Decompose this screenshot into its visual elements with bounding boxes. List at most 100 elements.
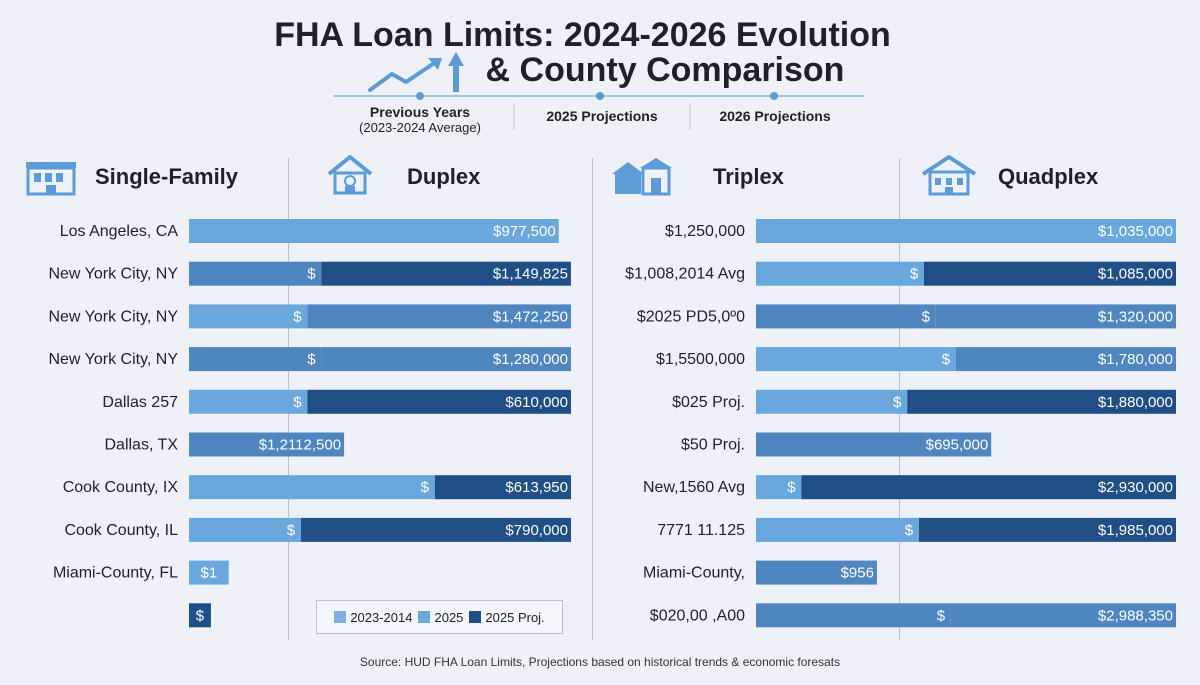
timeline-previous-sub: (2023-2024 Average) bbox=[359, 120, 481, 135]
bar-segment bbox=[950, 603, 1176, 628]
bar-segment bbox=[756, 347, 956, 372]
row-label: New,1560 Avg bbox=[643, 479, 745, 496]
segment-marker-label: $ bbox=[293, 394, 302, 411]
bar-segment bbox=[189, 304, 308, 329]
bar-value-label: $1,149,825 bbox=[493, 266, 568, 283]
bar-value-label: $1,320,000 bbox=[1098, 308, 1173, 325]
bar-segment bbox=[756, 603, 951, 628]
row-label: New York City, NY bbox=[48, 351, 178, 368]
bar-segment bbox=[907, 389, 1176, 414]
timeline-2026-projections: 2026 Projections bbox=[719, 108, 831, 124]
bar-value-label: $1,880,000 bbox=[1098, 394, 1173, 411]
townhouse-icon bbox=[612, 158, 672, 196]
segment-marker-label: $ bbox=[293, 308, 302, 325]
bar-segment bbox=[189, 347, 322, 372]
bar-segment bbox=[955, 347, 1176, 372]
panel-divider bbox=[592, 158, 593, 640]
row-label: 7771 11.125 bbox=[657, 522, 745, 539]
segment-marker-label: $ bbox=[937, 607, 946, 624]
segment-marker-label: $ bbox=[893, 394, 902, 411]
growth-trend-icon bbox=[368, 52, 464, 92]
timeline-2025-projections: 2025 Projections bbox=[546, 108, 658, 124]
row-label: Miami-County, FL bbox=[53, 565, 178, 582]
segment-marker-label: $ bbox=[905, 522, 914, 539]
bar-value-label: $1,2112,500 bbox=[259, 437, 341, 454]
timeline-previous-years: Previous Years (2023-2024 Average) bbox=[334, 104, 506, 135]
legend-item: 2023-2014 bbox=[334, 610, 412, 625]
row-label: $50 Proj. bbox=[681, 437, 745, 454]
row-label: $1,5500,000 bbox=[656, 351, 745, 368]
bar-segment bbox=[189, 475, 435, 500]
bar-value-label: $2,930,000 bbox=[1098, 479, 1173, 496]
bar-segment bbox=[189, 219, 559, 243]
projection-timeline: Previous Years (2023-2024 Average) 2025 … bbox=[334, 85, 866, 135]
bar-value-label: $1,035,000 bbox=[1098, 223, 1173, 240]
bar-value-label: $956 bbox=[841, 565, 874, 582]
bar-value-label: $1 bbox=[201, 565, 218, 582]
header-triplex: Triplex bbox=[713, 164, 784, 189]
row-label: $1,008,2014 Avg bbox=[625, 266, 745, 283]
bar-segment bbox=[300, 517, 571, 542]
header-duplex: Duplex bbox=[407, 164, 481, 189]
row-label: Dallas, TX bbox=[104, 437, 178, 454]
legend-swatch bbox=[469, 611, 482, 623]
chart-title-line-1: FHA Loan Limits: 2024-2026 Evolution bbox=[274, 16, 891, 54]
row-label: $2025 PD5,0º0 bbox=[637, 308, 745, 325]
bar-value-label: $1,472,250 bbox=[493, 308, 568, 325]
row-label: Cook County, IX bbox=[63, 479, 179, 496]
bar-segment bbox=[189, 517, 301, 542]
header-single-family: Single-Family bbox=[95, 164, 239, 189]
row-label: $020,00 ,A00 bbox=[650, 607, 745, 624]
bar-segment bbox=[189, 560, 229, 585]
legend-swatch bbox=[334, 611, 347, 623]
legend-label: 2023-2014 bbox=[350, 609, 413, 625]
bar-segment bbox=[756, 432, 992, 457]
legend: 2023-2014 2025 2025 Proj. bbox=[316, 600, 563, 634]
legend-swatch bbox=[418, 611, 431, 623]
bar-segment bbox=[756, 517, 919, 542]
bar-value-label: $613,950 bbox=[505, 479, 568, 496]
legend-label: 2025 bbox=[434, 609, 464, 625]
bar-value-label: $2,988,350 bbox=[1098, 607, 1173, 624]
bar-segment bbox=[307, 304, 571, 329]
bar-value-label: $1,085,000 bbox=[1098, 266, 1173, 283]
segment-marker-label: $ bbox=[922, 308, 931, 325]
chart-title-line-2: & County Comparison bbox=[485, 51, 845, 89]
bar-segment bbox=[189, 432, 345, 457]
row-label: Cook County, IL bbox=[64, 522, 178, 539]
segment-marker-label: $ bbox=[307, 351, 316, 368]
segment-marker-label: $ bbox=[787, 479, 796, 496]
bar-segment bbox=[756, 219, 1176, 243]
bar-segment bbox=[321, 347, 571, 372]
bar-segment bbox=[935, 304, 1176, 329]
row-label: Los Angeles, CA bbox=[60, 223, 179, 240]
bar-segment bbox=[924, 261, 1176, 286]
bar-segment bbox=[756, 475, 802, 500]
legend-item: 2025 Proj. bbox=[469, 609, 545, 625]
timeline-previous-label: Previous Years bbox=[369, 104, 471, 120]
bar-segment bbox=[434, 475, 571, 500]
bar-segment bbox=[307, 389, 571, 414]
bar-segment bbox=[756, 560, 877, 585]
bar-value-label: $610,000 bbox=[505, 394, 568, 411]
bar-segment bbox=[756, 304, 936, 329]
segment-marker-label: $ bbox=[421, 479, 430, 496]
legend-label: 2025 Proj. bbox=[485, 609, 545, 625]
bar-value-label: $695,000 bbox=[926, 437, 989, 454]
legend-item: 2025 bbox=[418, 610, 463, 625]
segment-marker-label: $ bbox=[942, 351, 951, 368]
segment-marker-label: $ bbox=[910, 266, 919, 283]
row-label: Dallas 257 bbox=[102, 394, 178, 411]
row-label: New York City, NY bbox=[48, 266, 178, 283]
bar-value-label: $1,780,000 bbox=[1098, 351, 1173, 368]
bar-value-label: $977,500 bbox=[493, 223, 556, 240]
bar-segment bbox=[189, 261, 322, 286]
bar-segment bbox=[918, 517, 1176, 542]
bar-segment bbox=[189, 389, 308, 414]
multi-unit-house-icon bbox=[921, 155, 977, 196]
header-quadplex: Quadplex bbox=[998, 164, 1099, 189]
bar-value-label: $790,000 bbox=[505, 522, 568, 539]
apartment-building-icon bbox=[26, 162, 76, 196]
row-label: $1,250,000 bbox=[665, 223, 745, 240]
